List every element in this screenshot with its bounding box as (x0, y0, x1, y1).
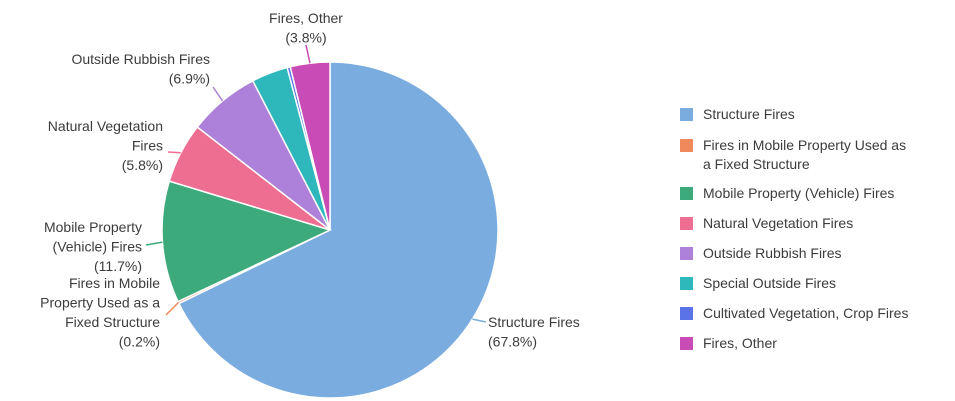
slice-label-4: Natural Vegetation Fires (5.8%) (48, 118, 163, 173)
legend-swatch-7 (680, 307, 693, 320)
leader-line-8 (305, 44, 311, 64)
legend-label-2: Fires in Mobile Property Used as a Fixed … (703, 137, 906, 172)
legend-swatch-2 (680, 139, 693, 152)
slice-label-8: Fires, Other (3.8%) (269, 10, 343, 46)
slice-labels: Structure Fires (67.8%) Fires in Mobile Pro… (40, 10, 580, 350)
legend-label-5: Outside Rubbish Fires (703, 245, 842, 261)
legend: Structure Fires Fires in Mobile Property … (680, 106, 908, 351)
legend-label-1: Structure Fires (703, 106, 795, 122)
leader-line-4 (167, 151, 181, 154)
legend-swatch-4 (680, 217, 693, 230)
slice-label-2: Fires in Mobile Property Used as a Fixed S… (40, 275, 160, 350)
leader-line-2 (165, 301, 179, 316)
legend-label-3: Mobile Property (Vehicle) Fires (703, 185, 894, 201)
legend-swatch-1 (680, 108, 693, 121)
pie-slices (161, 61, 499, 399)
legend-label-4: Natural Vegetation Fires (703, 215, 853, 231)
legend-swatch-3 (680, 187, 693, 200)
legend-label-6: Special Outside Fires (703, 275, 836, 291)
legend-swatch-8 (680, 337, 693, 350)
slice-label-5: Outside Rubbish Fires (6.9%) (71, 51, 210, 87)
slice-label-1: Structure Fires (67.8%) (488, 314, 580, 350)
slice-label-3: Mobile Property (Vehicle) Fires (11.7%) (44, 219, 142, 274)
leader-line-5 (212, 86, 224, 102)
leader-line-1 (472, 318, 487, 323)
legend-swatch-6 (680, 277, 693, 290)
legend-label-7: Cultivated Vegetation, Crop Fires (703, 305, 908, 321)
leader-lines (145, 44, 487, 323)
leader-line-3 (145, 241, 163, 246)
legend-swatch-5 (680, 247, 693, 260)
legend-label-8: Fires, Other (703, 335, 777, 351)
pie-slice-1 (177, 61, 499, 399)
